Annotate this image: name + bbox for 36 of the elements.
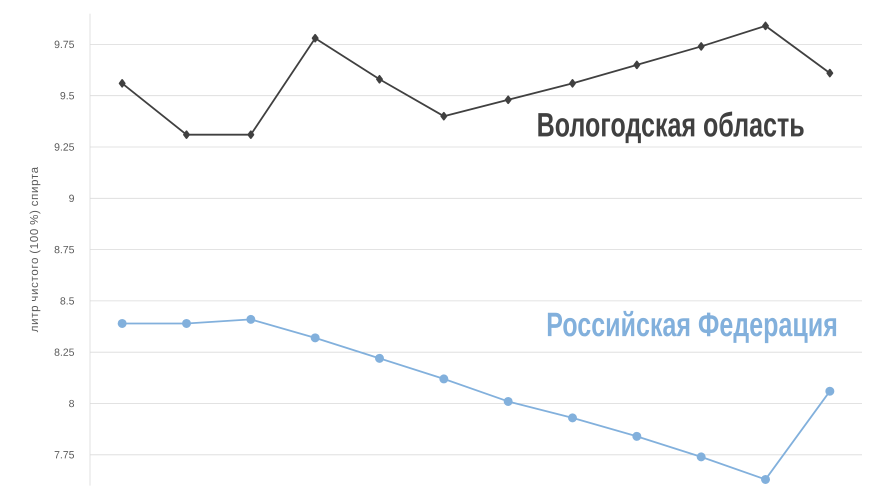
point: [632, 432, 642, 441]
point: [439, 374, 448, 384]
point: [633, 60, 640, 70]
series-label: Вологодская область: [538, 112, 804, 144]
point: [698, 42, 705, 51]
y-tick-label: 8: [69, 400, 74, 408]
point: [310, 333, 320, 342]
point: [246, 314, 256, 324]
point: [696, 452, 706, 462]
point: [247, 130, 254, 139]
point: [504, 396, 513, 406]
y-axis-title: литр чистого (100 %) спирта: [30, 166, 40, 332]
point: [761, 474, 770, 484]
y-tick-label: 7.75: [54, 451, 74, 458]
y-tick-label: 8.75: [54, 246, 74, 254]
point: [569, 79, 576, 88]
point: [825, 386, 834, 396]
y-tick-label: 8.5: [60, 297, 74, 305]
series-label: Российская Федерация: [548, 310, 836, 344]
point: [118, 318, 127, 328]
point: [118, 79, 126, 88]
point: [762, 22, 769, 30]
point: [440, 112, 448, 121]
point: [376, 74, 383, 84]
point: [375, 354, 384, 363]
y-tick-label: 9.5: [60, 92, 74, 100]
y-tick-label: 9.25: [54, 143, 74, 151]
point: [183, 130, 190, 139]
y-tick-label: 9.75: [54, 40, 74, 48]
point: [504, 95, 512, 104]
point: [312, 34, 319, 43]
y-tick-label: 8.25: [54, 348, 74, 356]
point: [826, 68, 834, 78]
point: [568, 413, 578, 422]
point: [182, 318, 191, 328]
y-tick-label: 9: [69, 194, 74, 202]
